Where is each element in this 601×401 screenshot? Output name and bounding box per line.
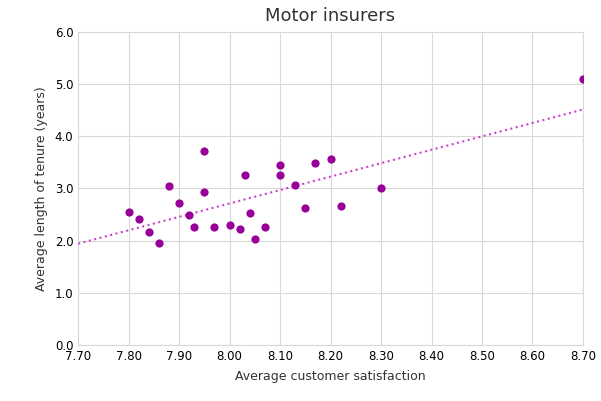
Point — [300, 205, 310, 211]
Point — [225, 222, 234, 228]
Point — [154, 240, 163, 246]
Point — [578, 76, 588, 82]
Point — [200, 189, 209, 195]
Point — [134, 215, 144, 222]
Point — [250, 236, 260, 242]
Point — [185, 211, 194, 218]
Point — [311, 160, 320, 167]
Point — [245, 210, 255, 217]
Point — [189, 223, 199, 230]
Point — [376, 185, 386, 192]
Title: Motor insurers: Motor insurers — [266, 7, 395, 25]
X-axis label: Average customer satisfaction: Average customer satisfaction — [235, 370, 426, 383]
Point — [210, 223, 219, 230]
Point — [260, 223, 270, 230]
Point — [336, 203, 346, 209]
Point — [164, 183, 174, 190]
Point — [200, 148, 209, 154]
Point — [326, 156, 335, 162]
Point — [235, 225, 245, 232]
Point — [290, 182, 300, 188]
Point — [124, 209, 133, 215]
Point — [275, 172, 285, 178]
Point — [240, 172, 249, 178]
Point — [275, 162, 285, 168]
Point — [174, 200, 184, 206]
Point — [144, 229, 154, 235]
Y-axis label: Average length of tenure (years): Average length of tenure (years) — [35, 86, 47, 291]
